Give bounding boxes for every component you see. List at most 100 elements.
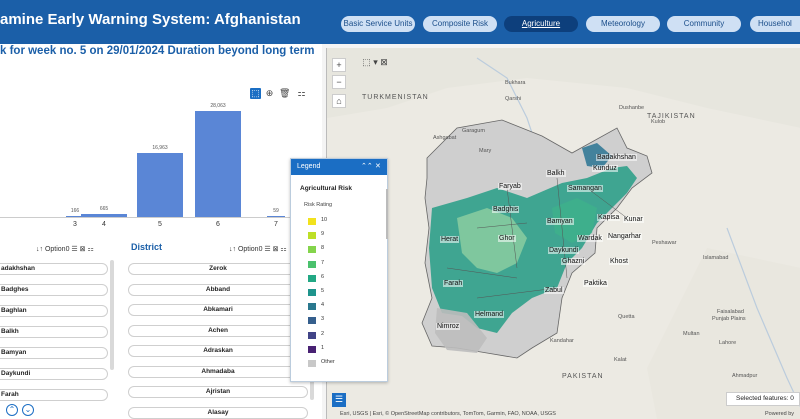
- province-option-label: Option0: [44, 246, 70, 253]
- province-label: Daykundi: [548, 247, 580, 254]
- city-label: Faisalabad: [717, 309, 744, 315]
- chart-title: k for week no. 5 on 29/01/2024 Duration …: [0, 45, 315, 57]
- province-item[interactable]: Daykundi: [0, 368, 108, 380]
- zoom-out-button[interactable]: −: [332, 75, 346, 89]
- province-label: Khost: [609, 258, 629, 265]
- legend-item: 7: [308, 260, 378, 269]
- province-label: Helmand: [474, 311, 505, 318]
- app-title: amine Early Warning System: Afghanistan: [0, 11, 301, 28]
- tab-meteorology[interactable]: Meteorology: [586, 16, 660, 32]
- chevron-down-icon[interactable]: ⌄: [22, 404, 34, 416]
- province-label: Balkh: [546, 170, 566, 177]
- legend-item: 6: [308, 274, 378, 283]
- delete-icon[interactable]: 🗑: [279, 88, 291, 98]
- province-label: Herat: [440, 236, 460, 243]
- map-view[interactable]: TURKMENISTAN TAJIKISTAN PAKISTAN Bukhara…: [326, 48, 800, 419]
- x-axis-line: [0, 217, 300, 218]
- legend-item-label: 7: [321, 259, 325, 266]
- bar-6[interactable]: [195, 110, 241, 217]
- city-label: Ashgabat: [433, 135, 457, 141]
- province-label: Zabul: [544, 287, 564, 294]
- city-label: Kandahar: [550, 338, 574, 344]
- province-scrollbar[interactable]: [110, 260, 114, 370]
- district-heading: District: [131, 242, 163, 252]
- district-item[interactable]: Alasay: [128, 406, 308, 419]
- province-label: Badakhshan: [596, 154, 637, 161]
- x-tick-label: 7: [274, 221, 278, 228]
- province-item[interactable]: Baghlan: [0, 305, 108, 317]
- legend-item-label: Other: [321, 359, 335, 365]
- x-tick-label: 6: [216, 221, 220, 228]
- city-label: Multan: [683, 331, 700, 337]
- legend-toggle-icon[interactable]: ☰: [332, 393, 346, 407]
- close-icon[interactable]: ✕: [375, 163, 381, 170]
- legend-item: 10: [308, 217, 378, 226]
- tab-composite-risk[interactable]: Composite Risk: [423, 16, 497, 32]
- tab-agriculture[interactable]: Agriculture: [504, 16, 578, 32]
- legend-swatch: [308, 345, 316, 353]
- legend-swatch: [308, 331, 316, 339]
- legend-item: 9: [308, 231, 378, 240]
- collapse-icon[interactable]: ⌃⌃: [361, 163, 373, 170]
- legend-header: Legend ⌃⌃ ✕: [291, 159, 387, 175]
- home-icon[interactable]: ⌂: [332, 94, 346, 108]
- province-label: Paktika: [583, 280, 608, 287]
- province-label: Samangan: [567, 185, 603, 192]
- zoom-icon[interactable]: ⊕: [265, 88, 274, 98]
- bar-7[interactable]: [267, 216, 285, 217]
- province-label: Wardak: [577, 235, 603, 242]
- tab-basic-service-units[interactable]: Basic Service Units: [341, 16, 415, 32]
- legend-swatch: [308, 303, 316, 311]
- district-sort-option[interactable]: ↓↑ Option0 ☰ ⊠ ⚏: [229, 246, 287, 253]
- legend-swatch: [308, 289, 316, 296]
- province-item[interactable]: Balkh: [0, 326, 108, 338]
- chevron-up-icon[interactable]: ⌃: [6, 404, 18, 416]
- province-item[interactable]: Bamyan: [0, 347, 108, 359]
- province-item[interactable]: Badghes: [0, 284, 108, 296]
- province-label: Nimroz: [436, 323, 461, 330]
- tab-community[interactable]: Community: [667, 16, 741, 32]
- city-label: Peshawar: [652, 240, 677, 246]
- tab-household[interactable]: Househol: [750, 16, 800, 32]
- city-label: Ahmadpur: [732, 373, 758, 379]
- chart-options-icon[interactable]: ⚏: [297, 88, 306, 98]
- city-label: Dushanbe: [619, 105, 645, 111]
- district-item[interactable]: Achen: [128, 324, 308, 337]
- district-item[interactable]: Abkamari: [128, 304, 308, 316]
- bar-4[interactable]: [81, 214, 127, 217]
- basemap: [327, 48, 800, 419]
- legend-item-label: 10: [321, 217, 328, 223]
- select-tool-icon[interactable]: ⬚: [250, 88, 261, 99]
- legend-scrollbar[interactable]: [386, 189, 388, 239]
- district-item[interactable]: Adraskan: [128, 345, 308, 357]
- legend-swatch: [308, 218, 316, 225]
- district-item[interactable]: Abband: [128, 283, 308, 296]
- legend-item: 8: [308, 245, 378, 254]
- bar-value-label: 28,063: [210, 102, 226, 109]
- bar-5[interactable]: [137, 152, 183, 217]
- legend-item-label: 9: [321, 231, 325, 238]
- province-sort-option[interactable]: ↓↑ Option0 ☰ ⊠ ⚏: [36, 246, 94, 253]
- zoom-in-button[interactable]: +: [332, 58, 346, 72]
- x-tick-label: 4: [102, 221, 106, 228]
- legend-item-label: 3: [321, 316, 325, 323]
- legend-item-label: 1: [321, 344, 325, 351]
- legend-swatch: [308, 317, 316, 325]
- legend-item: 5: [308, 288, 378, 297]
- bar-3[interactable]: [66, 216, 84, 217]
- district-item[interactable]: Zerok: [128, 263, 308, 275]
- legend-item: 1: [308, 345, 378, 354]
- province-item[interactable]: adakhshan: [0, 263, 108, 275]
- bar-value-label: 166: [70, 208, 80, 214]
- app-header: amine Early Warning System: Afghanistan …: [0, 0, 800, 44]
- district-item[interactable]: Ahmadaba: [128, 365, 308, 378]
- district-item[interactable]: Ajristan: [128, 386, 308, 398]
- legend-item: 3: [308, 316, 378, 325]
- province-label: Badghis: [492, 206, 520, 213]
- city-label: Kulob: [651, 119, 666, 125]
- selected-features-count[interactable]: Selected features: 0: [726, 392, 800, 406]
- country-label-pakistan: PAKISTAN: [562, 373, 604, 380]
- city-label: Lahore: [719, 340, 737, 346]
- map-select-tools[interactable]: ⬚ ▾ ⊠: [362, 57, 388, 67]
- province-item[interactable]: Farah: [0, 389, 108, 401]
